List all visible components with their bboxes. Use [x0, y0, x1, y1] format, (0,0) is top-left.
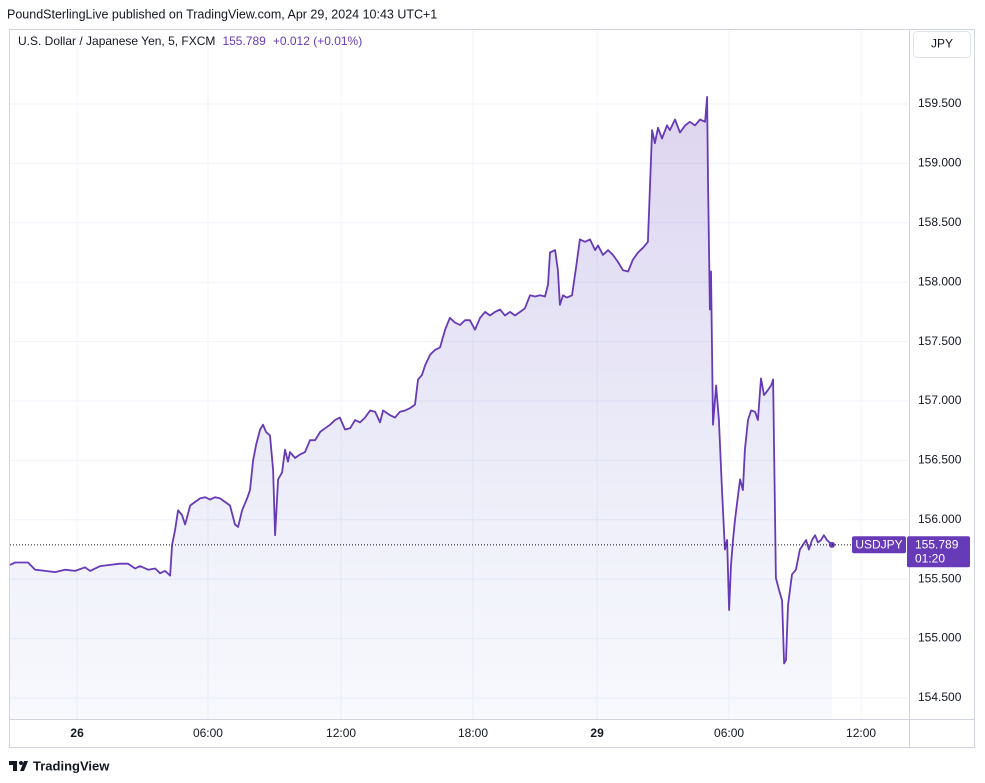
price-tag: USDJPY 155.789 01:20 — [852, 536, 970, 568]
y-tick-label: 158.000 — [918, 274, 962, 288]
legend-price: 155.789 — [222, 34, 266, 48]
symbol-label: USDJPY — [855, 537, 902, 551]
x-tick-label: 06:00 — [714, 726, 744, 740]
currency-label[interactable]: JPY — [931, 37, 953, 51]
x-tick-label: 12:00 — [326, 726, 356, 740]
y-tick-label: 159.500 — [918, 96, 962, 110]
y-tick-label: 156.000 — [918, 512, 962, 526]
y-tick-label: 157.000 — [918, 393, 962, 407]
last-price-tag — [907, 536, 970, 568]
chart-frame — [9, 29, 975, 748]
plot-area — [9, 30, 909, 719]
tv-logo — [9, 761, 28, 771]
y-tick-label: 156.500 — [918, 453, 962, 467]
y-tick-label: 157.500 — [918, 334, 962, 348]
countdown-label: 01:20 — [915, 551, 945, 565]
x-tick-label: 26 — [70, 726, 84, 740]
y-tick-label: 159.000 — [918, 156, 962, 170]
y-tick-label: 154.500 — [918, 690, 962, 704]
logo-part — [20, 761, 28, 771]
legend-change: +0.012 (+0.01%) — [272, 34, 363, 48]
x-tick-label: 06:00 — [193, 726, 223, 740]
price-line — [9, 96, 833, 665]
y-tick-label: 158.500 — [918, 215, 962, 229]
x-tick-label: 29 — [590, 726, 604, 740]
area — [10, 96, 833, 719]
x-tick-label: 18:00 — [458, 726, 488, 740]
legend: U.S. Dollar / Japanese Yen, 5, FXCM 155.… — [18, 34, 362, 48]
currency-button[interactable] — [913, 31, 971, 58]
last-price-label: 155.789 — [915, 537, 959, 551]
footer-brand: TradingView — [33, 758, 110, 773]
y-tick-label: 155.500 — [918, 571, 962, 585]
logo-part — [13, 761, 17, 771]
logo-part — [19, 761, 23, 765]
x-tick-label: 12:00 — [846, 726, 876, 740]
y-tick-label: 155.000 — [918, 631, 962, 645]
publish-header: PoundSterlingLive published on TradingVi… — [7, 7, 437, 21]
symbol-title: U.S. Dollar / Japanese Yen, 5, FXCM — [18, 34, 216, 48]
symbol-tag — [852, 536, 906, 554]
